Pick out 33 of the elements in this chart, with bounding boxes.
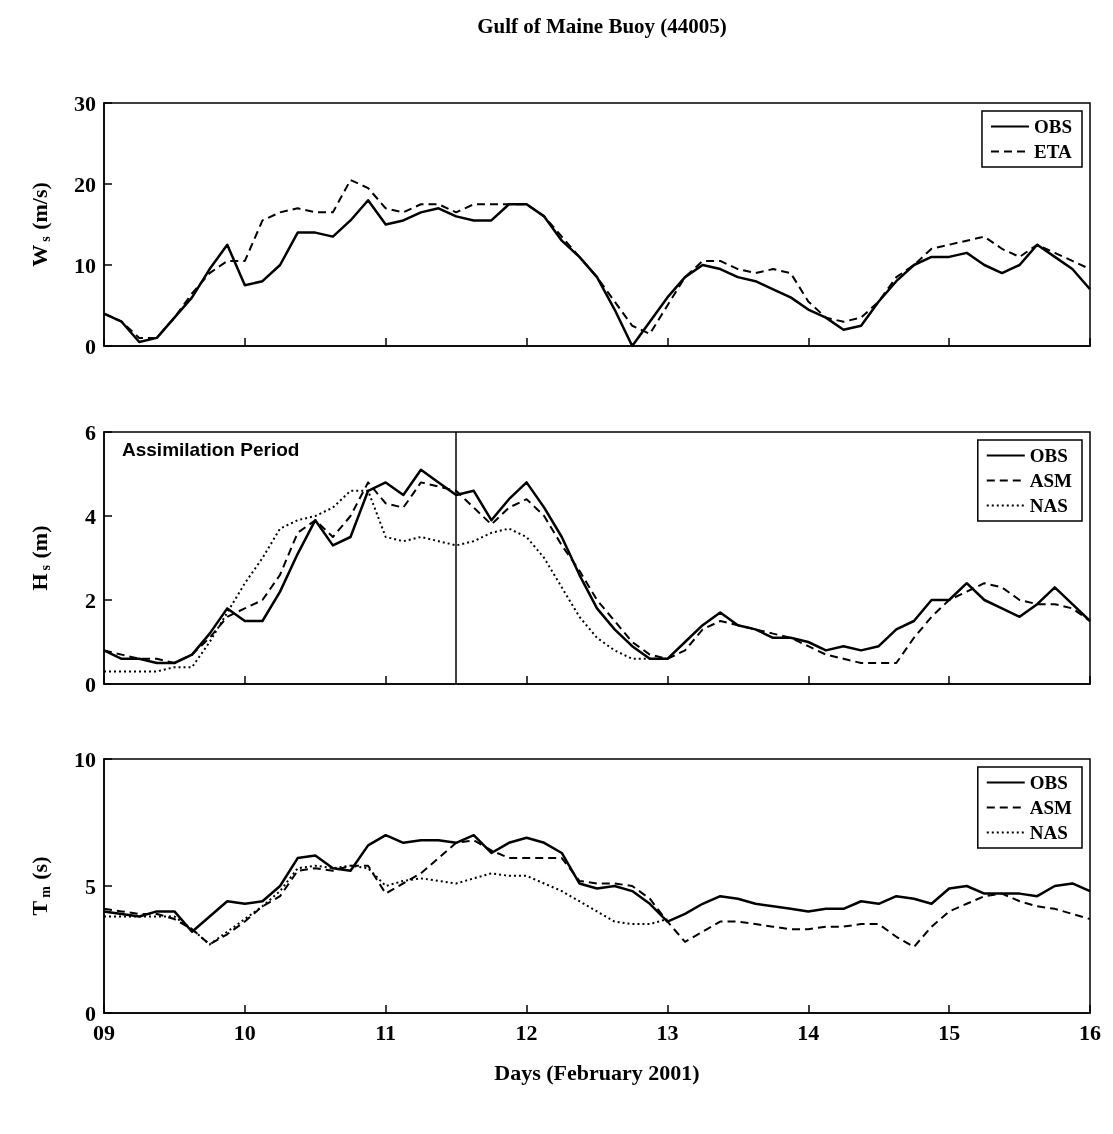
y-tick-label: 2 (85, 587, 96, 613)
legend-label: ETA (1033, 141, 1072, 162)
chart-title: Gulf of Maine Buoy (44005) (477, 13, 727, 38)
legend-label: NAS (1029, 495, 1068, 516)
legend-label: OBS (1029, 445, 1068, 466)
y-tick-label: 30 (74, 90, 96, 116)
y-tick-label: 0 (85, 333, 96, 359)
x-tick-label: 11 (375, 1019, 397, 1045)
y-tick-label: 10 (74, 252, 96, 278)
legend-label: OBS (1033, 116, 1073, 137)
legend-label: OBS (1029, 772, 1068, 793)
y-tick-label: 10 (74, 746, 96, 772)
x-axis-title: Days (February 2001) (494, 1059, 700, 1085)
y-axis-title: Tm (s) (26, 856, 53, 916)
y-tick-label: 0 (85, 1000, 96, 1026)
x-tick-label: 13 (656, 1019, 679, 1045)
x-tick-label: 16 (1079, 1019, 1101, 1045)
y-tick-label: 4 (85, 503, 96, 529)
x-tick-label: 12 (515, 1019, 538, 1045)
annotation: Assimilation Period (122, 439, 300, 460)
y-tick-label: 6 (85, 419, 96, 445)
x-tick-label: 10 (233, 1019, 256, 1045)
x-tick-label: 15 (938, 1019, 961, 1045)
y-tick-label: 20 (74, 171, 96, 197)
y-axis-title: Hs (m) (26, 525, 53, 591)
y-axis-title: Ws (m/s) (26, 182, 53, 267)
x-tick-label: 14 (797, 1019, 820, 1045)
y-tick-label: 0 (85, 671, 96, 697)
legend-label: ASM (1029, 470, 1073, 491)
x-tick-label: 09 (93, 1019, 115, 1045)
y-tick-label: 5 (85, 873, 96, 899)
legend-label: NAS (1029, 822, 1068, 843)
legend-label: ASM (1029, 797, 1073, 818)
